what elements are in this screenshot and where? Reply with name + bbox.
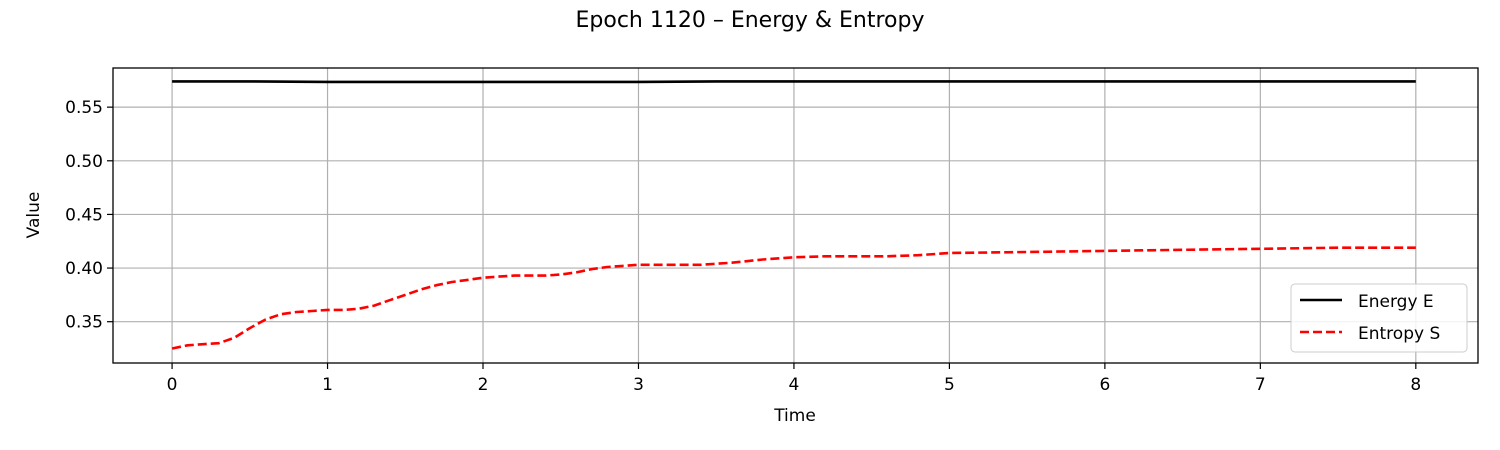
x-axis-ticks: 0 1 2 3 4 5 6 7 8 [167, 363, 1421, 395]
y-axis-ticks: 0.35 0.40 0.45 0.50 0.55 [65, 98, 113, 333]
x-tick-label: 1 [322, 375, 333, 395]
y-tick-label: 0.45 [65, 205, 103, 225]
y-tick-label: 0.55 [65, 98, 103, 118]
y-tick-label: 0.50 [65, 152, 103, 172]
x-tick-label: 3 [633, 375, 644, 395]
legend-label-energy: Energy E [1358, 292, 1434, 312]
y-axis-label: Value [24, 192, 44, 239]
x-tick-label: 5 [944, 375, 955, 395]
x-tick-label: 7 [1255, 375, 1266, 395]
x-tick-label: 0 [167, 375, 178, 395]
x-tick-label: 4 [789, 375, 800, 395]
y-tick-label: 0.40 [65, 259, 103, 279]
y-tick-label: 0.35 [65, 313, 103, 333]
x-tick-label: 8 [1410, 375, 1421, 395]
plot-frame [112, 67, 1479, 364]
legend: Energy E Entropy S [1290, 283, 1468, 353]
legend-label-entropy: Entropy S [1358, 324, 1440, 344]
series-line-entropy [171, 246, 1416, 350]
series-line-energy [172, 80, 1416, 84]
x-tick-label: 6 [1099, 375, 1110, 395]
x-axis-label: Time [773, 406, 816, 426]
x-tick-label: 2 [478, 375, 489, 395]
series-layer [171, 80, 1416, 350]
chart-title: Epoch 1120 – Energy & Entropy [576, 8, 925, 33]
grid [113, 68, 1478, 363]
